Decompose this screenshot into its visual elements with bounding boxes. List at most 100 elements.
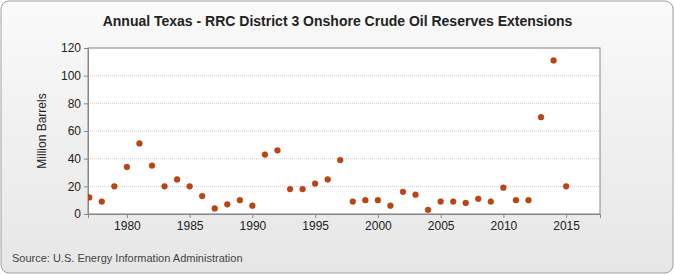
point xyxy=(513,197,519,203)
point xyxy=(538,114,544,120)
point xyxy=(425,207,431,213)
tick-label: 40 xyxy=(68,152,82,166)
chart: Annual Texas - RRC District 3 Onshore Cr… xyxy=(0,0,675,275)
source: Source: U.S. Energy Information Administ… xyxy=(12,252,243,264)
tick-label: 2005 xyxy=(428,219,455,233)
tick: 80 xyxy=(68,97,88,111)
background xyxy=(1,1,673,273)
point xyxy=(162,183,168,189)
point xyxy=(275,147,281,153)
point xyxy=(526,197,532,203)
tick-label: 1985 xyxy=(177,219,204,233)
axis-line xyxy=(84,49,89,215)
grid-line xyxy=(88,103,600,104)
point xyxy=(111,183,117,189)
point xyxy=(463,200,469,206)
tick-label: 1990 xyxy=(240,219,267,233)
point xyxy=(137,141,143,147)
tick-mark xyxy=(84,76,88,77)
point xyxy=(375,197,381,203)
tick-label: 2010 xyxy=(491,219,518,233)
tick-mark xyxy=(252,214,253,218)
point xyxy=(413,192,419,198)
tick: 0 xyxy=(74,207,88,221)
tick-mark xyxy=(84,48,88,49)
tick-mark xyxy=(84,214,88,215)
point xyxy=(438,199,444,205)
point xyxy=(174,177,180,183)
point xyxy=(475,196,481,202)
tick-mark xyxy=(84,159,88,160)
tick: 2010 xyxy=(491,214,518,233)
tick: 1980 xyxy=(114,214,141,233)
point xyxy=(563,183,569,189)
tick-label: 2015 xyxy=(553,219,580,233)
point xyxy=(500,185,506,191)
y-axis: 0 20 40 60 80 100 120 xyxy=(61,41,89,221)
y-axis-title: Million Barrels xyxy=(35,93,49,168)
tick-mark xyxy=(378,214,379,218)
point xyxy=(99,199,105,205)
point xyxy=(262,152,268,158)
grid-line xyxy=(88,158,600,159)
tick: 2000 xyxy=(365,214,392,233)
tick-label: 1980 xyxy=(114,219,141,233)
tick: 2005 xyxy=(428,214,455,233)
grid-line xyxy=(88,131,600,132)
point xyxy=(287,186,293,192)
point xyxy=(362,197,368,203)
point xyxy=(325,177,331,183)
tick-label: 60 xyxy=(68,124,82,138)
tick-label: 120 xyxy=(61,41,81,55)
point xyxy=(312,181,318,187)
point xyxy=(488,199,494,205)
plot-frame xyxy=(88,48,600,214)
tick: 2015 xyxy=(553,214,580,233)
point xyxy=(350,199,356,205)
point xyxy=(88,195,92,201)
tick-label: 2000 xyxy=(365,219,392,233)
tick-mark xyxy=(441,214,442,218)
point xyxy=(237,197,243,203)
tick: 60 xyxy=(68,124,88,138)
tick: 120 xyxy=(61,41,88,55)
tick-mark xyxy=(84,131,88,132)
axis-line xyxy=(89,215,601,219)
point xyxy=(337,157,343,163)
point xyxy=(199,193,205,199)
tick: 1990 xyxy=(240,214,267,233)
tick: 1995 xyxy=(302,214,329,233)
point xyxy=(250,203,256,209)
x-axis: 1980 1985 1990 1995 2000 2005 2010 2015 xyxy=(89,214,601,233)
tick-label: 1995 xyxy=(302,219,329,233)
point xyxy=(300,186,306,192)
tick: 20 xyxy=(68,180,88,194)
grid-line xyxy=(88,75,600,76)
point xyxy=(149,163,155,169)
tick-label: 80 xyxy=(68,97,82,111)
point xyxy=(400,189,406,195)
plot-background xyxy=(88,48,600,214)
tick-mark xyxy=(84,186,88,187)
plot: 1980 1985 1990 1995 2000 2005 2010 2015 0 20 40 60 8… xyxy=(61,41,601,232)
point xyxy=(187,183,193,189)
tick-label: 20 xyxy=(68,180,82,194)
tick-label: 100 xyxy=(61,69,81,83)
point xyxy=(224,201,230,207)
tick: 100 xyxy=(61,69,88,83)
tick-mark xyxy=(503,214,504,218)
point xyxy=(212,206,218,212)
point xyxy=(450,199,456,205)
points xyxy=(88,58,569,213)
tick-mark xyxy=(127,214,128,218)
tick-mark xyxy=(566,214,567,218)
tick: 1985 xyxy=(177,214,204,233)
tick-mark xyxy=(84,103,88,104)
tick-mark xyxy=(190,214,191,218)
point xyxy=(551,58,557,64)
point xyxy=(124,164,130,170)
tick: 40 xyxy=(68,152,88,166)
tick-mark xyxy=(315,214,316,218)
title: Annual Texas - RRC District 3 Onshore Cr… xyxy=(103,13,573,29)
tick-label: 0 xyxy=(74,207,81,221)
